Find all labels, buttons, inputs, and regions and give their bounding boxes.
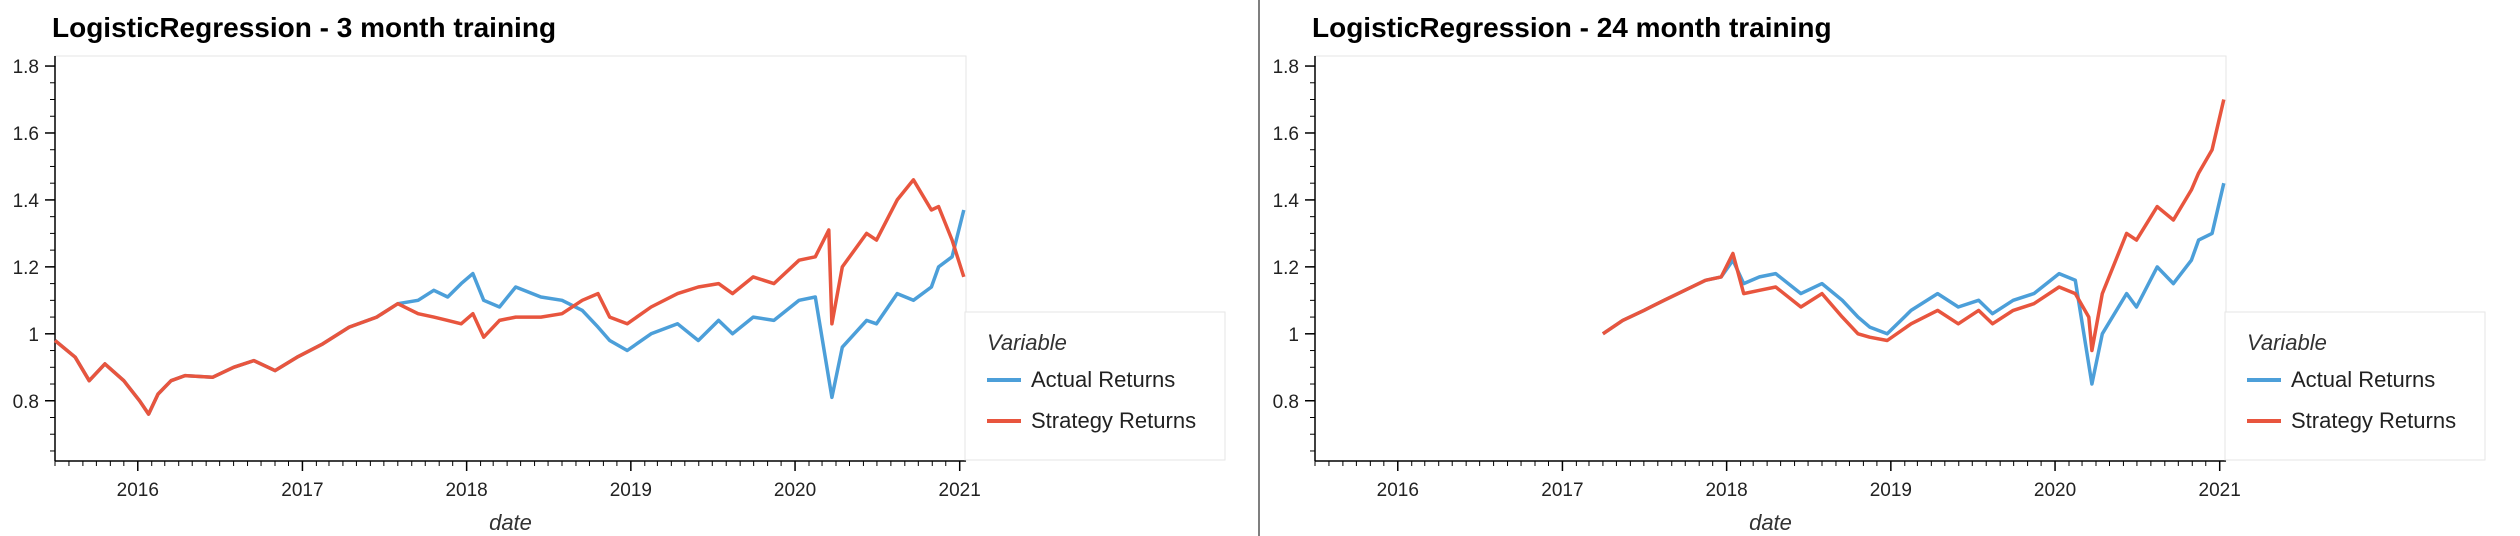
y-tick-label: 0.8 [13,392,39,413]
x-tick-label: 2016 [1377,480,1419,501]
legend-label: Actual Returns [2291,367,2435,392]
x-tick-label: 2020 [2034,480,2076,501]
x-axis-label: date [489,510,532,535]
x-tick-label: 2017 [1541,480,1583,501]
x-tick-label: 2019 [610,480,652,501]
chart-title: LogisticRegression - 24 month training [1312,12,1832,43]
y-tick-label: 1 [1288,325,1299,346]
x-axis-label: date [1749,510,1792,535]
x-tick-label: 2019 [1870,480,1912,501]
x-tick-label: 2018 [445,480,487,501]
legend-title: Variable [2247,330,2327,355]
plot-area [1314,55,2227,462]
y-tick-label: 1.6 [13,124,39,145]
chart-panel-3-month: LogisticRegression - 3 month training 0.8… [13,12,1226,535]
legend-box [2224,311,2486,461]
y-tick-label: 1.4 [1273,191,1300,212]
legend-title: Variable [987,330,1067,355]
y-tick-label: 1.6 [1273,124,1299,145]
legend-label: Actual Returns [1031,367,1175,392]
y-tick-label: 1.8 [13,57,39,78]
y-tick-label: 1 [28,325,39,346]
y-tick-label: 1.2 [13,258,39,279]
x-tick-label: 2018 [1705,480,1747,501]
y-tick-label: 0.8 [1273,392,1299,413]
legend-label: Strategy Returns [2291,408,2456,433]
y-tick-label: 1.8 [1273,57,1299,78]
legend: Variable Actual Returns Strategy Returns [2224,311,2486,461]
x-tick-label: 2016 [117,480,159,501]
chart-title: LogisticRegression - 3 month training [52,12,556,43]
x-tick-label: 2017 [281,480,323,501]
series-line-strategy-returns [1601,99,2226,353]
x-tick-label: 2021 [2199,480,2241,501]
chart-panel-24-month: LogisticRegression - 24 month training 0.… [1273,12,2486,535]
x-tick-label: 2020 [774,480,816,501]
series-line-strategy-returns [53,178,966,416]
y-tick-label: 1.2 [1273,258,1299,279]
legend: Variable Actual Returns Strategy Returns [964,311,1226,461]
x-tick-label: 2021 [939,480,981,501]
legend-label: Strategy Returns [1031,408,1196,433]
y-tick-label: 1.4 [13,191,40,212]
legend-box [964,311,1226,461]
